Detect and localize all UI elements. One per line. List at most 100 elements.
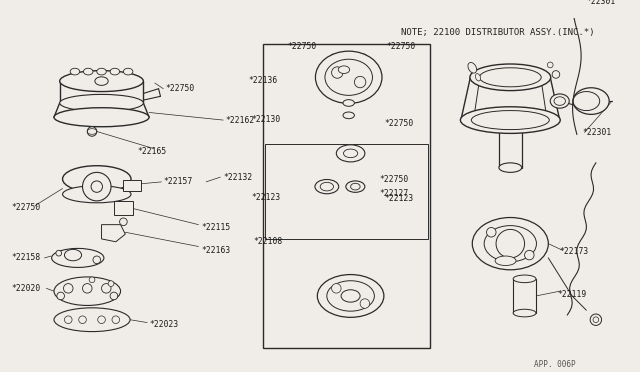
- Text: *22173: *22173: [560, 247, 589, 256]
- Ellipse shape: [320, 182, 333, 191]
- Ellipse shape: [499, 163, 522, 172]
- Circle shape: [91, 181, 102, 192]
- Circle shape: [87, 127, 97, 136]
- Circle shape: [332, 283, 341, 293]
- Ellipse shape: [495, 256, 516, 266]
- Text: *22158: *22158: [12, 253, 40, 262]
- Ellipse shape: [344, 149, 358, 158]
- Text: *22750: *22750: [12, 203, 40, 212]
- Circle shape: [79, 316, 86, 324]
- Ellipse shape: [573, 88, 609, 114]
- Circle shape: [525, 250, 534, 260]
- Bar: [513, 279, 536, 313]
- Circle shape: [590, 314, 602, 326]
- Ellipse shape: [315, 180, 339, 194]
- Circle shape: [108, 281, 114, 286]
- Ellipse shape: [83, 68, 93, 75]
- Ellipse shape: [468, 62, 477, 73]
- Text: *22127: *22127: [379, 189, 408, 198]
- Text: *22162: *22162: [225, 116, 254, 125]
- Text: *22123: *22123: [252, 193, 281, 202]
- Ellipse shape: [325, 59, 372, 95]
- Bar: [265, 144, 428, 239]
- Circle shape: [547, 62, 553, 68]
- Text: *22115: *22115: [202, 223, 230, 232]
- Ellipse shape: [476, 74, 481, 81]
- Circle shape: [83, 172, 111, 201]
- Text: APP. 006P: APP. 006P: [534, 360, 576, 369]
- Ellipse shape: [54, 277, 120, 305]
- Text: *22119: *22119: [558, 289, 587, 299]
- Circle shape: [332, 67, 343, 78]
- Ellipse shape: [351, 183, 360, 190]
- Ellipse shape: [327, 281, 374, 311]
- Ellipse shape: [337, 145, 365, 162]
- Ellipse shape: [60, 71, 143, 92]
- Ellipse shape: [554, 97, 566, 105]
- Ellipse shape: [513, 309, 536, 317]
- Ellipse shape: [54, 308, 130, 331]
- Circle shape: [120, 218, 127, 225]
- Ellipse shape: [95, 77, 108, 86]
- Text: *22157: *22157: [163, 177, 193, 186]
- Ellipse shape: [316, 51, 382, 103]
- Ellipse shape: [479, 68, 541, 87]
- Ellipse shape: [470, 64, 550, 91]
- Ellipse shape: [54, 108, 149, 127]
- Ellipse shape: [341, 290, 360, 302]
- Bar: [124, 180, 141, 191]
- Ellipse shape: [70, 68, 79, 75]
- Text: *22130: *22130: [252, 115, 281, 124]
- Circle shape: [89, 277, 95, 283]
- Text: *22750: *22750: [379, 176, 408, 185]
- Bar: [263, 44, 429, 348]
- Bar: [114, 201, 133, 215]
- Circle shape: [355, 76, 366, 88]
- Circle shape: [57, 292, 65, 300]
- Polygon shape: [102, 225, 125, 242]
- Text: *22750: *22750: [385, 119, 414, 128]
- Ellipse shape: [317, 275, 384, 317]
- Circle shape: [98, 316, 106, 324]
- Text: *22123: *22123: [385, 195, 414, 203]
- Ellipse shape: [359, 54, 367, 59]
- Ellipse shape: [63, 166, 131, 192]
- Text: *22136: *22136: [249, 76, 278, 85]
- Circle shape: [552, 71, 560, 78]
- Ellipse shape: [346, 181, 365, 192]
- Ellipse shape: [52, 248, 104, 267]
- Text: *22163: *22163: [202, 246, 230, 255]
- Ellipse shape: [471, 110, 549, 129]
- Circle shape: [110, 292, 118, 300]
- Text: *22108: *22108: [253, 237, 283, 246]
- Ellipse shape: [343, 100, 355, 106]
- Ellipse shape: [573, 92, 600, 110]
- Ellipse shape: [63, 186, 131, 203]
- Text: *22023: *22023: [149, 320, 179, 329]
- Circle shape: [593, 317, 599, 323]
- Ellipse shape: [343, 112, 355, 119]
- Ellipse shape: [513, 275, 536, 283]
- Circle shape: [63, 283, 73, 293]
- Ellipse shape: [331, 54, 339, 59]
- Circle shape: [65, 316, 72, 324]
- Ellipse shape: [339, 66, 349, 74]
- Ellipse shape: [460, 107, 560, 134]
- Ellipse shape: [65, 249, 81, 261]
- Ellipse shape: [472, 218, 548, 270]
- Ellipse shape: [97, 68, 106, 75]
- Ellipse shape: [484, 225, 536, 262]
- Text: *22750: *22750: [387, 42, 416, 51]
- Circle shape: [360, 299, 370, 308]
- Circle shape: [496, 230, 525, 258]
- Text: *22165: *22165: [138, 147, 167, 156]
- Text: *22301: *22301: [582, 128, 612, 137]
- Ellipse shape: [550, 94, 569, 108]
- Text: *22750: *22750: [165, 84, 195, 93]
- Text: *22132: *22132: [223, 173, 252, 182]
- Ellipse shape: [110, 68, 120, 75]
- Text: *22020: *22020: [12, 284, 40, 293]
- Ellipse shape: [124, 68, 133, 75]
- Text: NOTE; 22100 DISTRIBUTOR ASSY.(INC.*): NOTE; 22100 DISTRIBUTOR ASSY.(INC.*): [401, 28, 595, 37]
- Circle shape: [112, 316, 120, 324]
